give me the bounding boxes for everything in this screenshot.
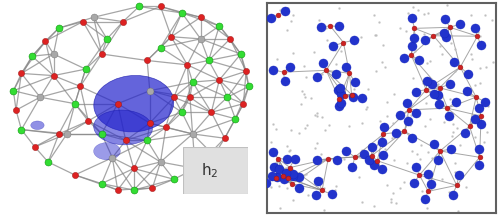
Text: h$_2$: h$_2$ [201, 161, 218, 180]
Ellipse shape [94, 75, 174, 132]
Ellipse shape [94, 143, 120, 160]
Ellipse shape [31, 121, 44, 130]
Ellipse shape [94, 110, 152, 145]
FancyBboxPatch shape [182, 147, 248, 194]
